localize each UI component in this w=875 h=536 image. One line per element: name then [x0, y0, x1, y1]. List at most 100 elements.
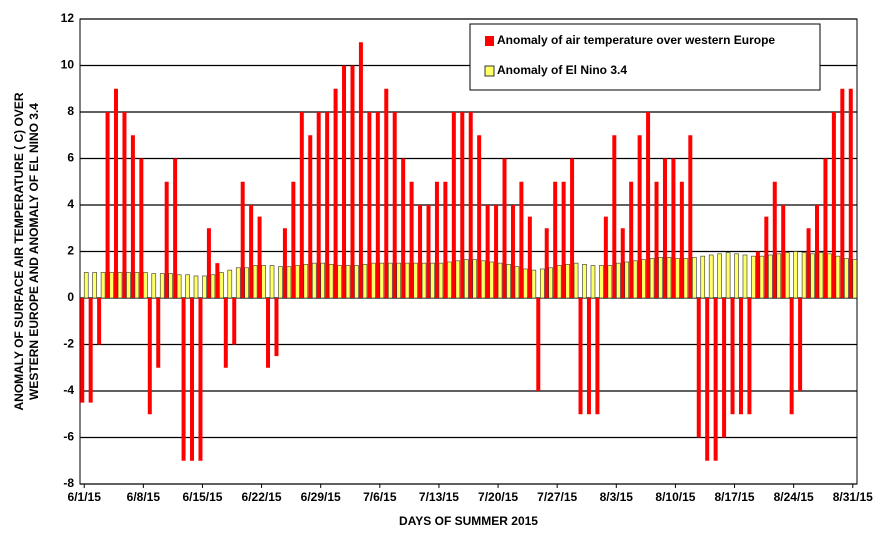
bar [316, 112, 321, 298]
bar [367, 112, 372, 298]
bar [738, 298, 743, 415]
bar [418, 205, 423, 298]
x-tick-label: 7/13/15 [419, 490, 459, 504]
bar [266, 298, 271, 368]
legend-swatch [484, 65, 495, 77]
bar [494, 205, 499, 298]
bar [257, 216, 262, 298]
bar [139, 158, 144, 298]
y-tick-label: 2 [67, 244, 74, 258]
bar [632, 260, 638, 299]
x-tick-label: 6/15/15 [182, 490, 222, 504]
bar [595, 298, 600, 415]
bar [325, 112, 330, 298]
bar [573, 262, 579, 299]
y-tick-label: 4 [67, 197, 74, 211]
y-tick-label: 6 [67, 151, 74, 165]
bar [190, 298, 195, 461]
legend-label: Anomaly of air temperature over western … [497, 33, 775, 47]
bar [586, 298, 591, 415]
bar [282, 228, 287, 298]
bar [185, 274, 190, 299]
x-tick-label: 6/29/15 [301, 490, 341, 504]
bar [793, 251, 798, 299]
x-tick-label: 8/17/15 [715, 490, 755, 504]
bar [506, 263, 511, 299]
bar [539, 268, 545, 299]
x-tick-label: 8/31/15 [833, 490, 873, 504]
bar [261, 265, 266, 299]
bar [578, 298, 583, 415]
bar [379, 262, 385, 299]
legend [469, 23, 821, 91]
bar [244, 267, 249, 299]
bar [810, 253, 815, 299]
bar [658, 257, 663, 299]
bar [240, 181, 245, 298]
bar [362, 263, 368, 299]
bar [570, 158, 575, 298]
bar [814, 205, 819, 298]
bar [751, 255, 756, 299]
bar [798, 298, 803, 391]
bar [801, 252, 807, 299]
bar [114, 88, 119, 298]
bar [168, 273, 173, 299]
bar [88, 298, 93, 403]
bar [654, 181, 659, 298]
bar [776, 253, 782, 299]
x-tick-label: 8/24/15 [774, 490, 814, 504]
bar [768, 254, 773, 299]
bar [759, 255, 765, 299]
x-tick-label: 6/22/15 [242, 490, 282, 504]
bar [502, 158, 507, 298]
bar [328, 263, 334, 299]
bar [252, 265, 258, 299]
x-tick-label: 7/6/15 [363, 490, 397, 504]
bar [823, 158, 828, 298]
bar [130, 135, 135, 298]
bar [755, 251, 760, 298]
bar [519, 181, 524, 298]
bar [202, 275, 207, 299]
bar [249, 205, 254, 298]
bar [156, 298, 161, 368]
bar [122, 112, 127, 298]
y-tick-label: -8 [63, 476, 74, 490]
bar [708, 254, 714, 299]
bar [722, 298, 727, 438]
bar [232, 298, 237, 345]
x-tick-label: 6/1/15 [68, 490, 102, 504]
bar [443, 181, 448, 298]
bar [624, 261, 630, 299]
bar [666, 257, 672, 299]
bar [320, 262, 326, 299]
x-axis-label: DAYS OF SUMMER 2015 [399, 514, 538, 528]
bar [629, 181, 634, 298]
bar [181, 298, 186, 461]
y-tick-label: -4 [63, 383, 74, 397]
bar [147, 298, 152, 415]
bar [80, 298, 85, 403]
x-tick-label: 8/3/15 [600, 490, 634, 504]
bar [527, 216, 532, 298]
bar [337, 265, 342, 299]
bar [784, 252, 790, 299]
bar [565, 263, 570, 299]
bar [582, 263, 587, 299]
bar [401, 158, 406, 298]
bar [840, 88, 845, 298]
bar [434, 181, 439, 298]
bar [612, 135, 617, 298]
bar [472, 259, 478, 299]
bar [692, 257, 697, 299]
bar [215, 263, 220, 298]
bar [83, 272, 89, 299]
bar [109, 272, 114, 299]
y-tick-label: 10 [61, 58, 75, 72]
bar [510, 205, 515, 298]
bar [151, 273, 157, 299]
bar [544, 228, 549, 298]
bar [269, 265, 275, 299]
